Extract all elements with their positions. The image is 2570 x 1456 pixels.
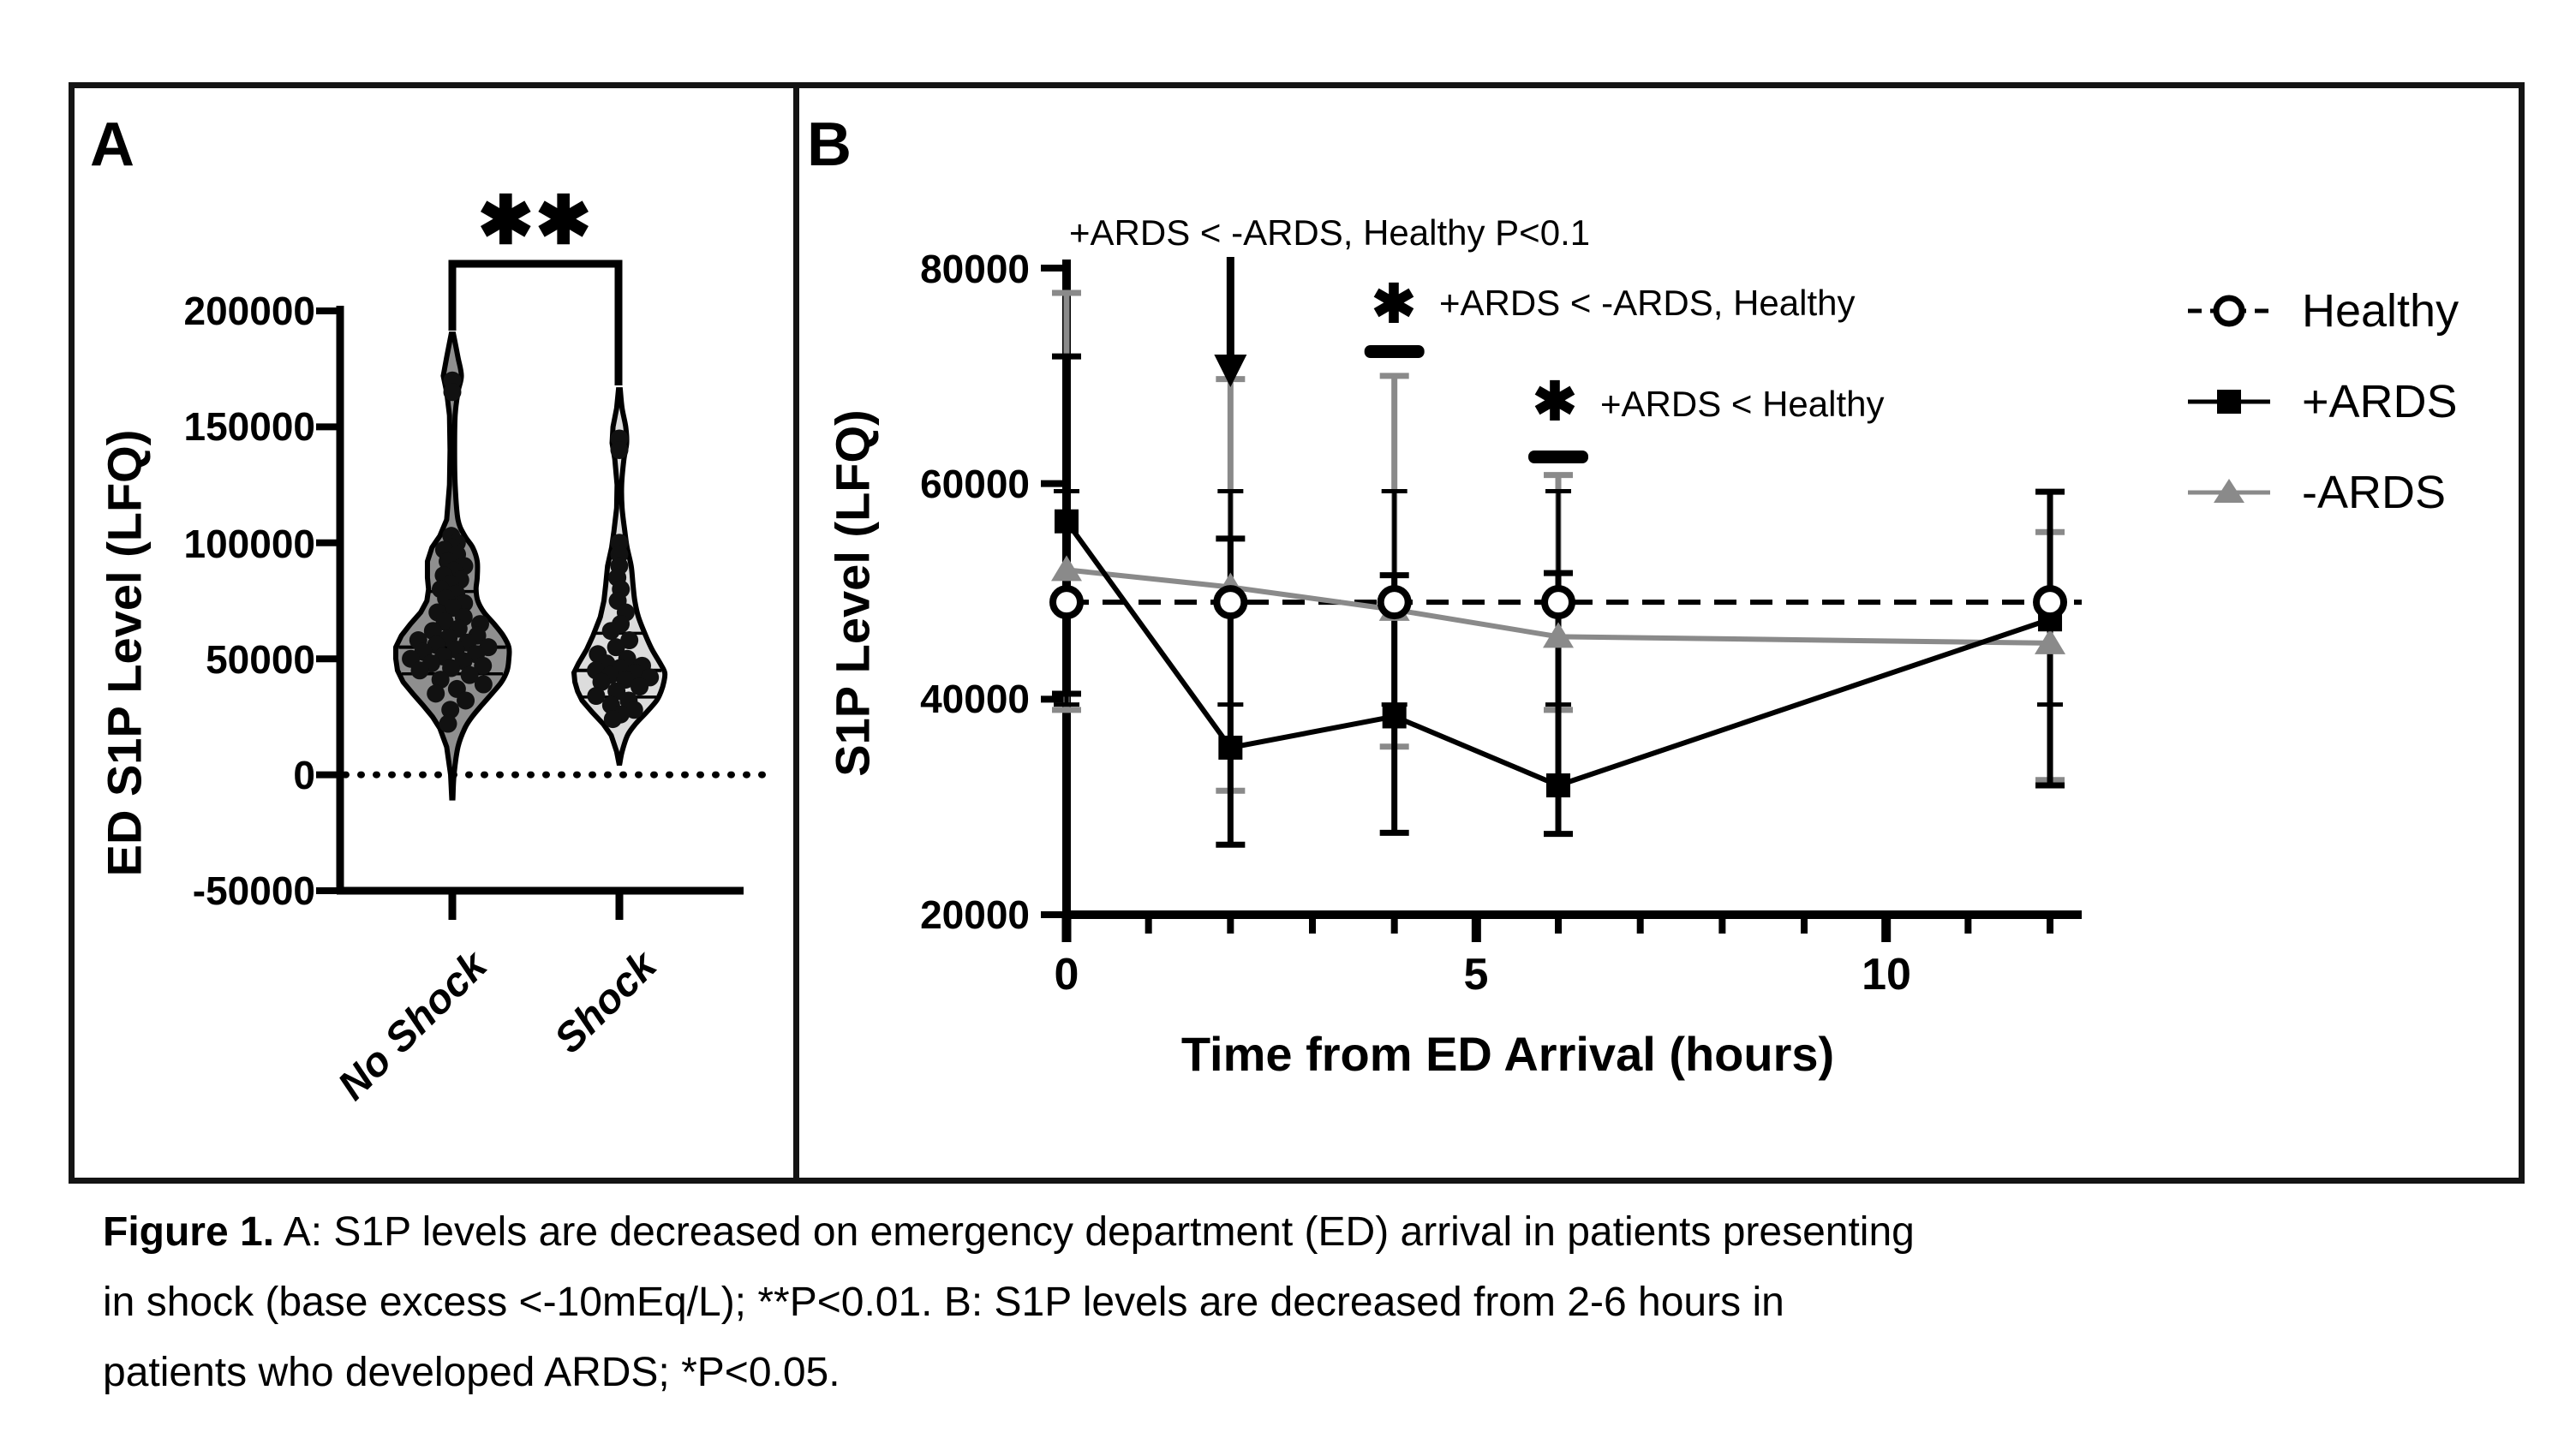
marker-triangle: [2035, 628, 2066, 654]
b-xtick-10: 10: [1862, 950, 1911, 1000]
marker-open-circle: [2033, 585, 2068, 620]
b-x-axis-label: Time from ED Arrival (hours): [1180, 1027, 1835, 1081]
panel-divider-line: [793, 82, 799, 1178]
marker-square: [1055, 509, 1079, 534]
a-ytick-0: 0: [293, 753, 315, 797]
annotation1-asterisk: ✱: [1372, 275, 1416, 334]
significance-stars: ✱✱: [477, 182, 594, 258]
marker-square: [1382, 704, 1407, 729]
marker-open-circle: [1377, 585, 1412, 620]
panel-b-plot: [1041, 257, 2082, 942]
marker-open-circle: [1541, 585, 1576, 620]
legend-marker-minus-ards: [2214, 479, 2244, 503]
caption-line-2: in shock (base excess <-10mEq/L); **P<0.…: [103, 1280, 1784, 1325]
significance-bracket: [448, 260, 623, 385]
annotation-down-arrow: [1214, 355, 1247, 387]
legend-label-plus-ards: +ARDS: [2302, 376, 2458, 427]
b-ytick-20000: 20000: [920, 892, 1030, 937]
legend-marker-plus-ards: [2217, 390, 2241, 414]
annotation2-bar: [1528, 451, 1589, 463]
caption-line-1: Figure 1. A: S1P levels are decreased on…: [103, 1209, 1915, 1255]
annotation2-asterisk: ✱: [1533, 373, 1577, 432]
marker-open-circle: [1213, 585, 1248, 620]
legend-label-healthy: Healthy: [2302, 285, 2459, 337]
b-xtick-5: 5: [1463, 950, 1489, 1000]
annotation1-text: +ARDS < -ARDS, Healthy: [1439, 283, 1856, 323]
a-y-axis-label: ED S1P Level (LFQ): [97, 429, 152, 877]
legend-marker-healthy: [2213, 295, 2245, 327]
marker-triangle: [1543, 622, 1575, 648]
annotation-arrow-text: +ARDS < -ARDS, Healthy P<0.1: [1069, 212, 1591, 253]
panel-a-label: A: [90, 110, 134, 179]
b-xtick-0: 0: [1054, 950, 1079, 1000]
b-ytick-40000: 40000: [920, 677, 1030, 721]
b-y-axis-label: S1P Level (LFQ): [825, 409, 880, 777]
annotation2-text: +ARDS < Healthy: [1600, 384, 1885, 424]
caption-line-3: patients who developed ARDS; *P<0.05.: [103, 1350, 840, 1395]
marker-open-circle: [1049, 585, 1084, 620]
marker-triangle: [1051, 555, 1082, 582]
panel-b-label: B: [807, 110, 852, 179]
caption-figure-number: Figure 1.: [103, 1209, 275, 1255]
a-ytick-150000: 150000: [183, 404, 316, 449]
marker-square: [1546, 773, 1571, 797]
figure-caption: Figure 1. A: S1P levels are decreased on…: [103, 1197, 2467, 1408]
a-ytick-neg50000: -50000: [192, 868, 315, 913]
a-ytick-50000: 50000: [206, 637, 315, 682]
legend-label-minus-ards: -ARDS: [2302, 467, 2447, 518]
marker-square: [1218, 735, 1243, 760]
legend-markers: [2188, 295, 2270, 503]
a-ytick-200000: 200000: [183, 289, 316, 333]
figure-border-box: [69, 82, 2525, 1184]
a-ytick-100000: 100000: [183, 522, 316, 566]
annotation1-bar: [1364, 345, 1425, 358]
panel-a-plot: [316, 260, 779, 920]
b-ytick-80000: 80000: [920, 247, 1030, 291]
b-ytick-60000: 60000: [920, 462, 1030, 506]
